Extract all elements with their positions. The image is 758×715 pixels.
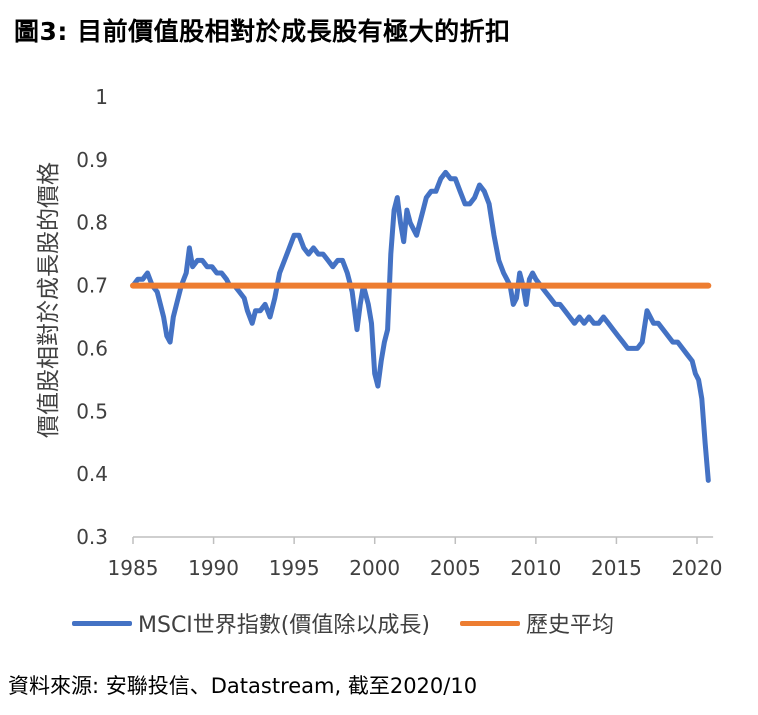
x-tick-label: 2015 (591, 556, 642, 580)
y-tick-label: 0.4 (76, 462, 108, 486)
y-tick-label: 0.3 (76, 525, 108, 549)
y-axis-label: 價值股相對於成長股的價格 (36, 162, 62, 438)
series-lines (130, 169, 712, 483)
legend-label-average: 歷史平均 (525, 613, 614, 638)
y-tick-labels: 0.3 0.4 0.5 0.6 0.7 0.8 0.9 1 (76, 85, 108, 549)
legend-item-average: 歷史平均 (459, 607, 614, 639)
source-note: 資料來源: 安聯投信、Datastream, 截至2020/10 (8, 674, 478, 698)
legend: MSCI世界指數(價值除以成長) 歷史平均 (72, 607, 614, 639)
x-tick-label: 2000 (349, 556, 400, 580)
x-tick-label: 2010 (510, 556, 561, 580)
y-tick-label: 0.6 (76, 336, 108, 360)
x-tick-label: 1995 (269, 556, 320, 580)
y-tick-label: 0.5 (76, 399, 108, 423)
legend-item-series: MSCI世界指數(價值除以成長) (72, 607, 430, 639)
chart-title: 圖3: 目前價值股相對於成長股有極大的折扣 (14, 17, 511, 46)
chart-svg: 0.3 0.4 0.5 0.6 0.7 0.8 0.9 1 1985 1990 1995 2000 2… (36, 85, 723, 580)
x-tick-label: 1990 (188, 556, 239, 580)
legend-swatch-average (459, 620, 520, 626)
x-tick-label: 2005 (430, 556, 481, 580)
y-tick-label: 1 (95, 85, 108, 109)
y-tick-label: 0.7 (76, 274, 108, 298)
x-tick-label: 1985 (108, 556, 159, 580)
legend-swatch-series (72, 620, 132, 626)
y-tick-label: 0.8 (76, 211, 108, 235)
x-tick-labels: 1985 1990 1995 2000 2005 2010 2015 2020 (108, 537, 723, 580)
y-tick-label: 0.9 (76, 148, 108, 172)
x-tick-label: 2020 (672, 556, 723, 580)
series-line-msci-value-growth (130, 169, 711, 483)
legend-label-series: MSCI世界指數(價值除以成長) (138, 613, 430, 638)
